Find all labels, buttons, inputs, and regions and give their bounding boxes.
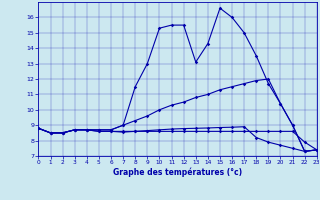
X-axis label: Graphe des températures (°c): Graphe des températures (°c) <box>113 168 242 177</box>
